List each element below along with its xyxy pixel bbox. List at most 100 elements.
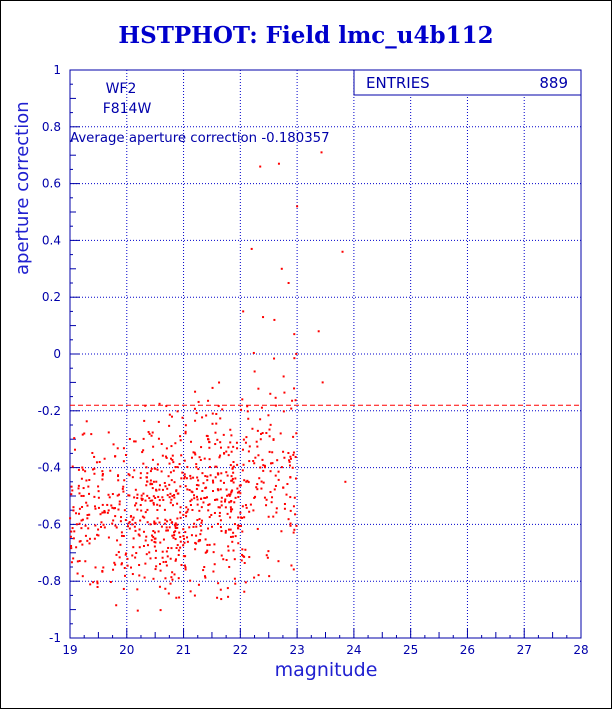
- data-point: [259, 418, 262, 421]
- data-point: [124, 574, 127, 577]
- data-point: [176, 523, 179, 526]
- data-point: [236, 491, 239, 494]
- data-point: [181, 416, 184, 419]
- data-point: [193, 497, 196, 500]
- data-point: [186, 488, 189, 491]
- data-point: [293, 357, 296, 360]
- data-point: [140, 494, 143, 497]
- data-point: [273, 488, 276, 491]
- data-point: [207, 509, 210, 512]
- data-point: [224, 498, 227, 501]
- data-point: [149, 482, 152, 485]
- data-point: [245, 480, 248, 483]
- data-point: [97, 490, 100, 493]
- data-point: [91, 468, 94, 471]
- data-point: [219, 488, 222, 491]
- data-point: [153, 531, 156, 534]
- data-point: [195, 487, 198, 490]
- data-point: [288, 459, 291, 462]
- data-point: [220, 496, 223, 499]
- data-point: [142, 545, 145, 548]
- data-point: [203, 457, 206, 460]
- data-point: [77, 484, 80, 487]
- data-point: [262, 469, 265, 472]
- data-point: [197, 400, 200, 403]
- data-point: [137, 533, 140, 536]
- data-point: [218, 515, 221, 518]
- data-point: [236, 487, 239, 490]
- data-point: [269, 392, 272, 395]
- data-point: [162, 538, 165, 541]
- data-point: [154, 522, 157, 525]
- data-point: [215, 465, 218, 468]
- data-point: [252, 351, 255, 354]
- data-point: [183, 564, 186, 567]
- data-point: [230, 475, 233, 478]
- data-point: [271, 496, 274, 499]
- data-point: [204, 496, 207, 499]
- data-point: [265, 554, 268, 557]
- data-point: [106, 511, 109, 514]
- data-point: [174, 527, 177, 530]
- data-point: [220, 530, 223, 533]
- data-point: [230, 508, 233, 511]
- data-point: [155, 549, 158, 552]
- data-point: [101, 503, 104, 506]
- data-point: [185, 477, 188, 480]
- data-point: [172, 461, 175, 464]
- data-point: [264, 466, 267, 469]
- data-point: [141, 451, 144, 454]
- data-point: [216, 596, 219, 599]
- data-point: [152, 495, 155, 498]
- data-point: [242, 463, 245, 466]
- data-point: [236, 447, 239, 450]
- stats-entries-value: 889: [539, 74, 568, 92]
- data-point: [123, 509, 126, 512]
- data-point: [165, 564, 168, 567]
- data-point: [142, 492, 145, 495]
- data-point: [166, 529, 169, 532]
- data-point: [170, 479, 173, 482]
- data-point: [277, 560, 280, 563]
- data-point: [195, 463, 198, 466]
- data-point: [103, 526, 106, 529]
- data-point: [124, 453, 127, 456]
- data-point: [158, 585, 161, 588]
- data-point: [70, 485, 73, 488]
- data-point: [288, 464, 291, 467]
- data-point: [120, 563, 123, 566]
- data-point: [113, 561, 116, 564]
- data-point: [157, 495, 160, 498]
- data-point: [256, 488, 259, 491]
- data-point: [235, 441, 238, 444]
- data-point: [263, 464, 266, 467]
- data-point: [97, 485, 100, 488]
- data-point: [150, 467, 153, 470]
- data-point: [169, 471, 172, 474]
- data-point: [136, 493, 139, 496]
- data-point: [164, 485, 167, 488]
- data-point: [287, 452, 290, 455]
- data-point: [118, 500, 121, 503]
- data-point: [165, 405, 168, 408]
- data-point: [169, 582, 172, 585]
- data-point: [86, 514, 89, 517]
- data-point: [277, 162, 280, 165]
- data-point: [86, 539, 89, 542]
- data-point: [243, 590, 246, 593]
- data-point: [152, 502, 155, 505]
- data-point: [160, 525, 163, 528]
- data-point: [220, 504, 223, 507]
- data-point: [260, 480, 263, 483]
- data-point: [201, 472, 204, 475]
- data-point: [262, 464, 265, 467]
- data-point: [239, 525, 242, 528]
- data-point: [75, 523, 78, 526]
- data-point: [154, 556, 157, 559]
- data-point: [170, 547, 173, 550]
- data-point: [229, 500, 232, 503]
- data-point: [244, 548, 247, 551]
- data-point: [76, 572, 79, 575]
- data-point: [72, 537, 75, 540]
- data-point: [154, 537, 157, 540]
